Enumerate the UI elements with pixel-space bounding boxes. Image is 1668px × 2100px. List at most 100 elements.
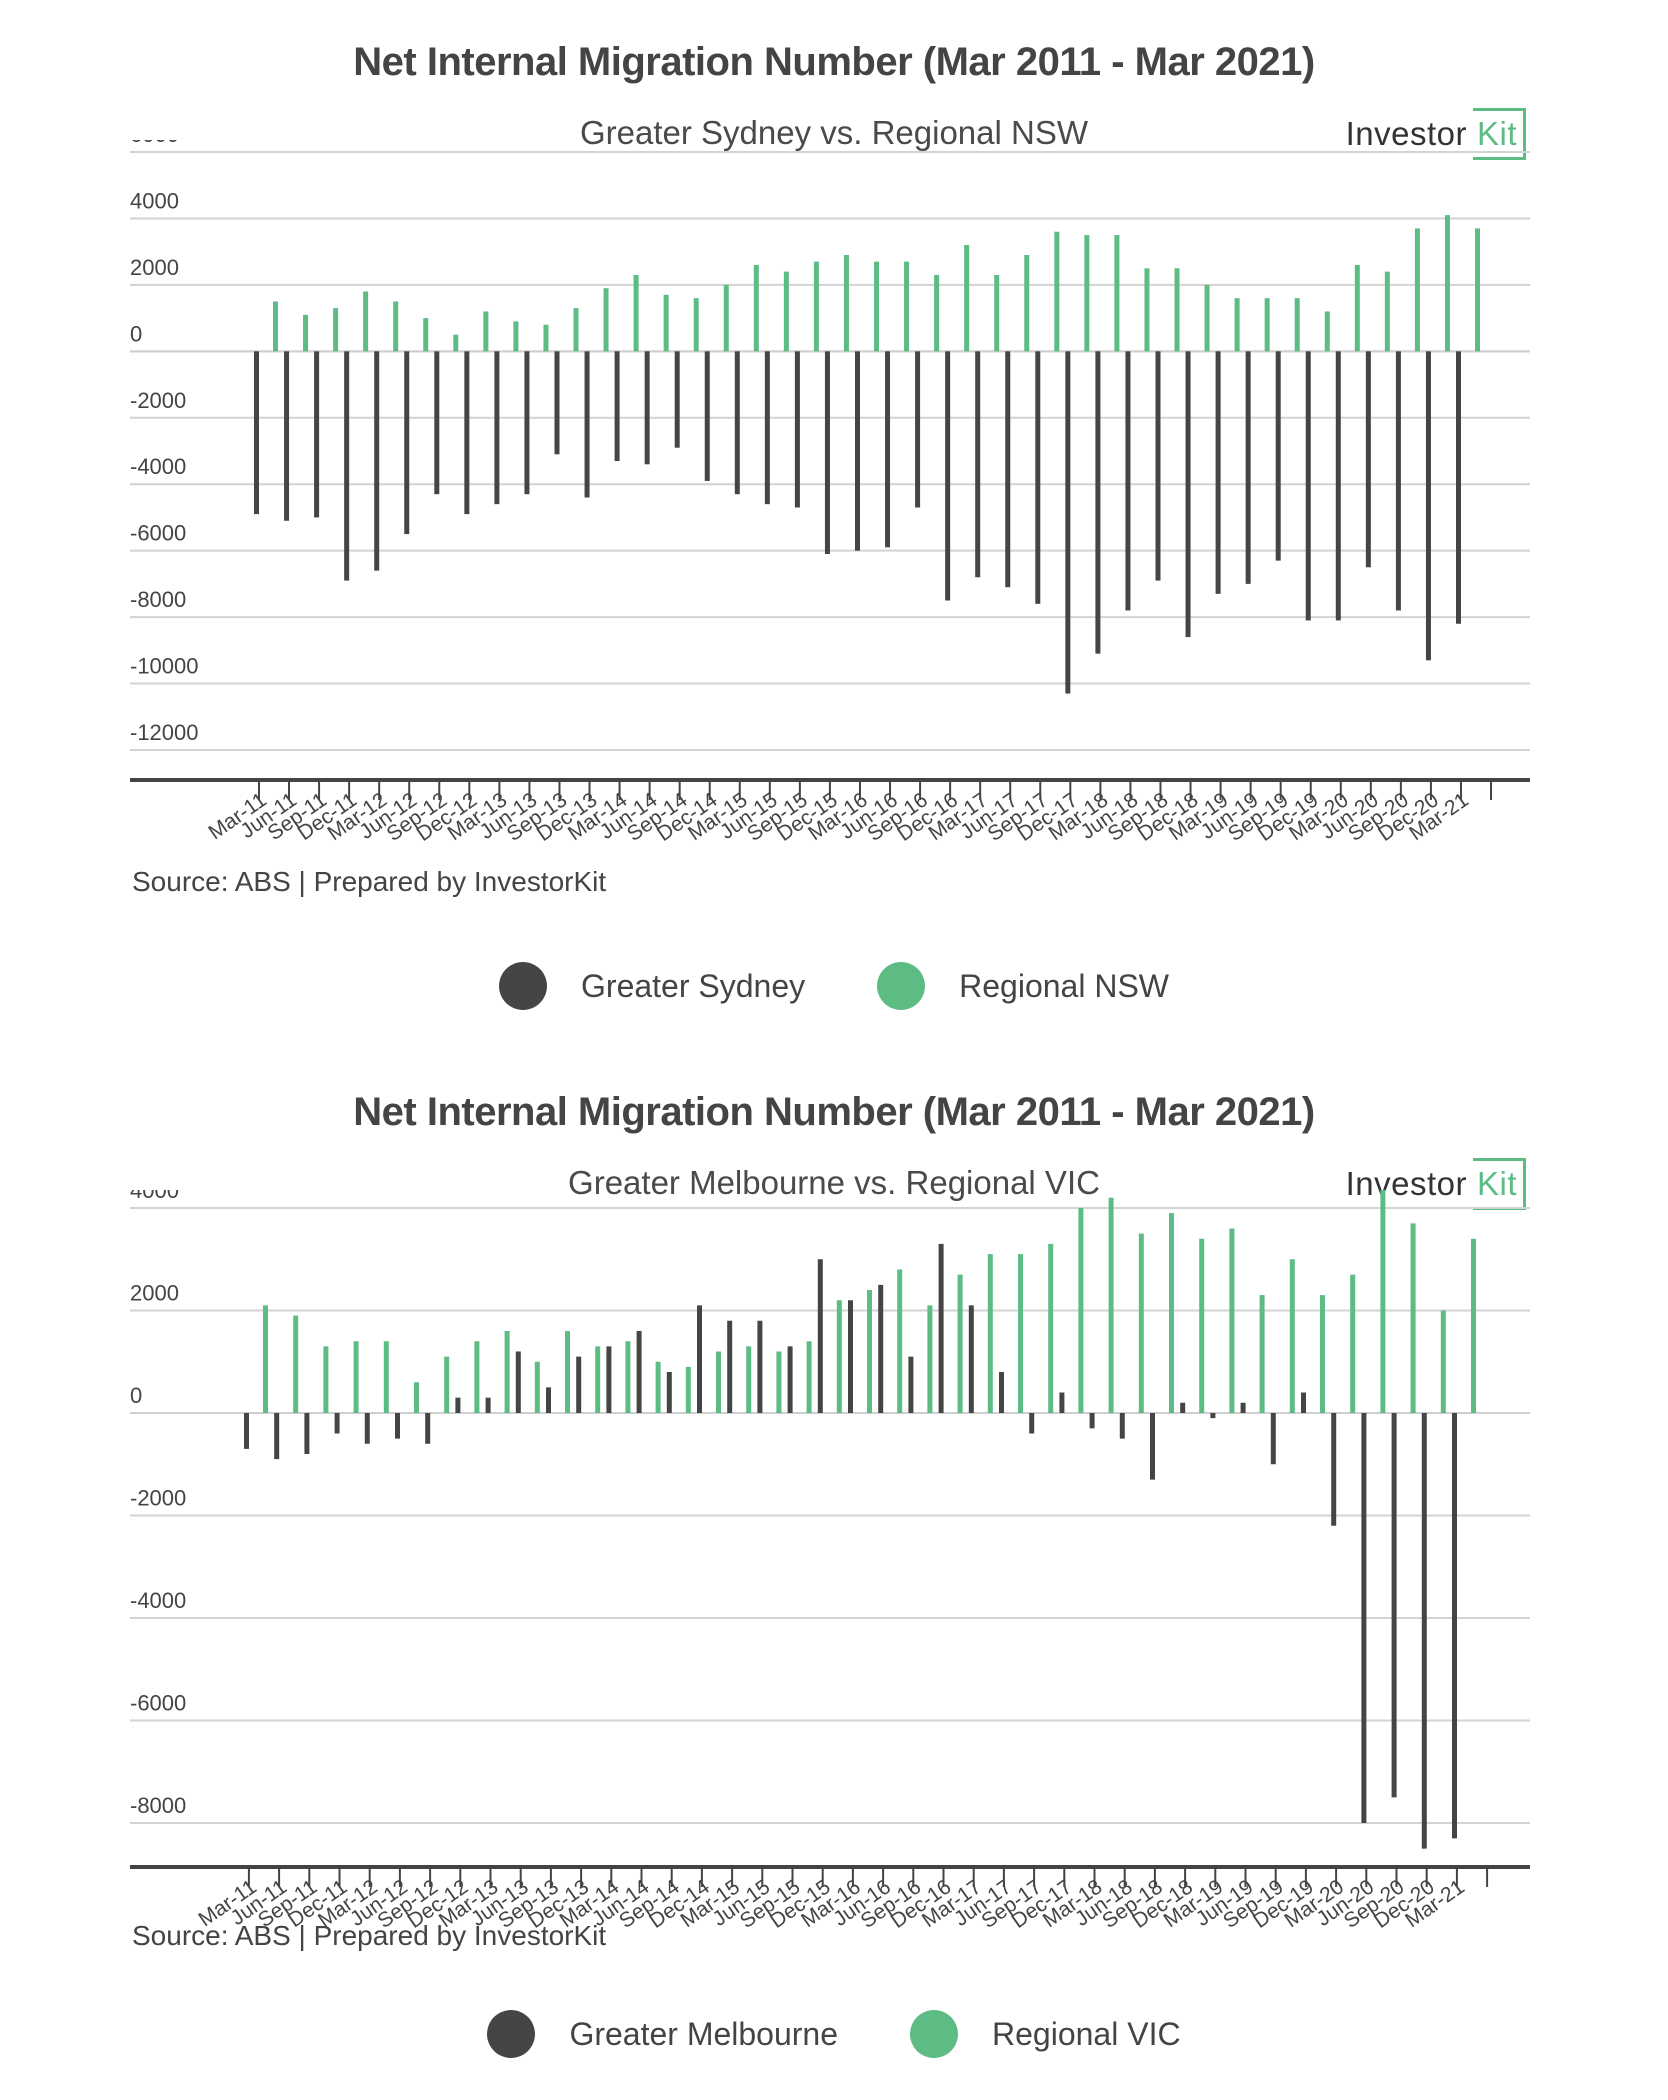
bar-regional-vic-jun-19: [1259, 1295, 1265, 1413]
chart-title: Net Internal Migration Number (Mar 2011 …: [353, 1090, 1315, 1134]
bar-regional-nsw-dec-15: [843, 254, 849, 352]
source-note: Source: ABS | Prepared by InvestorKit: [132, 1920, 607, 1951]
bar-regional-nsw-mar-19: [1234, 298, 1240, 352]
legend-item-greater-sydney: Greater Sydney: [499, 962, 805, 1010]
bar-regional-nsw-dec-14: [723, 284, 729, 352]
bar-regional-nsw-mar-14: [633, 274, 639, 352]
bar-regional-nsw-dec-16: [964, 245, 970, 352]
y-tick-label: -2000: [130, 1486, 186, 1511]
bar-greater-sydney-mar-13: [494, 351, 500, 505]
bar-regional-nsw-dec-12: [483, 311, 489, 352]
legend-label: Greater Melbourne: [569, 2015, 839, 2052]
bar-greater-melbourne-sep-18: [1150, 1413, 1155, 1480]
bar-regional-nsw-sep-14: [693, 298, 699, 352]
logo-box: Kit: [1472, 108, 1526, 160]
bar-regional-vic-dec-18: [1199, 1238, 1205, 1413]
legend-swatch-regional-nsw: [877, 962, 926, 1010]
bar-greater-sydney-sep-19: [1275, 351, 1281, 561]
bar-regional-nsw-sep-19: [1294, 298, 1300, 352]
bar-regional-nsw-mar-18: [1114, 235, 1120, 352]
bar-greater-melbourne-jun-14: [636, 1331, 642, 1413]
bar-regional-nsw-jun-18: [1144, 268, 1150, 352]
bar-regional-nsw-dec-11: [363, 291, 369, 352]
investorkit-logo: Investor Kit: [1346, 108, 1526, 160]
bar-greater-melbourne-mar-12: [364, 1413, 370, 1444]
bar-regional-vic-mar-18: [1108, 1197, 1114, 1413]
bar-greater-sydney-mar-15: [734, 351, 740, 495]
bar-greater-sydney-jun-12: [404, 351, 410, 535]
bar-regional-nsw-sep-15: [813, 261, 819, 352]
bar-regional-vic-mar-19: [1229, 1228, 1235, 1413]
bar-regional-nsw-dec-13: [603, 288, 609, 352]
bar-regional-vic-mar-20: [1350, 1274, 1356, 1413]
legend-swatch-greater-sydney: [499, 962, 548, 1010]
bar-greater-sydney-jun-18: [1125, 351, 1131, 611]
y-tick-label: 4000: [130, 1190, 179, 1203]
y-tick-label: -12000: [130, 720, 199, 745]
bar-greater-sydney-jun-20: [1365, 351, 1371, 568]
bar-regional-nsw-mar-17: [994, 274, 1000, 352]
bar-regional-nsw-jun-11: [303, 314, 309, 352]
bar-greater-melbourne-jun-13: [515, 1351, 521, 1413]
bar-greater-sydney-mar-12: [374, 351, 380, 571]
legend-swatch-greater-melbourne: [487, 2010, 536, 2058]
bar-chart-melbourne-vic: 400020000-2000-4000-6000-8000Mar-11Jun-1…: [130, 1190, 1530, 1933]
bar-greater-sydney-dec-18: [1185, 351, 1191, 638]
bar-greater-melbourne-sep-11: [304, 1413, 310, 1454]
bar-greater-melbourne-sep-16: [908, 1356, 914, 1413]
bar-regional-nsw-jun-19: [1264, 298, 1270, 352]
bar-greater-melbourne-jun-12: [395, 1413, 400, 1439]
y-tick-label: -10000: [130, 654, 199, 679]
bar-regional-vic-mar-12: [383, 1341, 389, 1413]
bar-greater-melbourne-dec-15: [817, 1259, 823, 1413]
bar-regional-vic-sep-20: [1410, 1223, 1416, 1413]
bar-greater-melbourne-sep-15: [787, 1346, 793, 1413]
bar-regional-vic-mar-11: [263, 1305, 268, 1413]
bar-regional-vic-sep-12: [444, 1356, 450, 1413]
bar-regional-nsw-jun-16: [904, 261, 910, 352]
bar-regional-nsw-jun-13: [543, 324, 549, 352]
bar-regional-nsw-dec-18: [1204, 284, 1210, 352]
logo-text-accent: Kit: [1476, 115, 1517, 152]
bar-greater-melbourne-jun-18: [1119, 1413, 1125, 1439]
bar-regional-vic-jun-12: [414, 1382, 419, 1413]
bar-greater-melbourne-mar-14: [606, 1346, 612, 1413]
bar-regional-vic-mar-13: [504, 1331, 510, 1413]
logo-box: Kit: [1472, 1158, 1526, 1210]
bar-greater-sydney-dec-11: [344, 351, 350, 581]
y-tick-label: -8000: [130, 587, 186, 612]
bar-greater-melbourne-dec-12: [455, 1397, 461, 1413]
bar-greater-melbourne-sep-19: [1270, 1413, 1276, 1465]
bar-greater-melbourne-jun-17: [999, 1372, 1004, 1413]
bar-greater-melbourne-jun-20: [1361, 1413, 1367, 1823]
bar-regional-vic-dec-19: [1320, 1295, 1325, 1413]
bar-greater-melbourne-sep-20: [1391, 1413, 1397, 1798]
bar-greater-sydney-mar-17: [975, 351, 981, 578]
chart-panel-melbourne-vic: Net Internal Migration Number (Mar 2011 …: [0, 1050, 1668, 2100]
bar-regional-nsw-mar-11: [273, 301, 278, 352]
bar-regional-vic-jun-13: [534, 1361, 540, 1413]
bar-regional-vic-sep-18: [1169, 1213, 1174, 1413]
bar-regional-vic-dec-12: [474, 1341, 480, 1413]
legend-label: Regional NSW: [959, 967, 1169, 1004]
bar-regional-nsw-dec-19: [1324, 311, 1330, 352]
legend-swatch-regional-vic: [910, 2010, 959, 2058]
bar-greater-sydney-mar-20: [1335, 351, 1341, 621]
bar-regional-nsw-sep-16: [934, 274, 940, 352]
bar-greater-sydney-dec-19: [1305, 351, 1311, 621]
bar-regional-nsw-mar-13: [513, 321, 519, 352]
bar-regional-vic-mar-17: [987, 1254, 993, 1413]
bar-greater-melbourne-sep-17: [1029, 1413, 1035, 1434]
bar-greater-melbourne-dec-11: [334, 1413, 340, 1434]
bar-greater-melbourne-mar-15: [727, 1320, 733, 1413]
y-tick-label: -2000: [130, 388, 186, 413]
chart-title: Net Internal Migration Number (Mar 2011 …: [353, 40, 1315, 84]
bar-greater-sydney-mar-18: [1095, 351, 1101, 654]
bar-regional-vic-dec-15: [836, 1300, 842, 1413]
bar-regional-nsw-mar-15: [753, 264, 759, 352]
bar-greater-sydney-jun-16: [885, 351, 891, 548]
bar-regional-nsw-sep-11: [333, 308, 339, 352]
bar-regional-vic-jun-11: [293, 1315, 299, 1413]
legend-item-greater-melbourne: Greater Melbourne: [487, 2010, 838, 2058]
bar-regional-vic-dec-20: [1440, 1310, 1446, 1413]
